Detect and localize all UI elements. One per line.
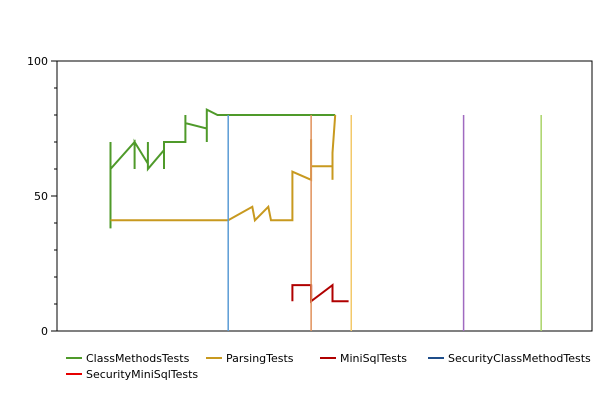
series-line-classmethodstests xyxy=(109,107,336,229)
legend-label: SecurityMiniSqlTests xyxy=(86,368,198,381)
y-tick-label: 50 xyxy=(34,190,48,203)
y-axis: 0 50 100 xyxy=(27,55,57,338)
series-line-parsingtests xyxy=(110,114,337,223)
series-line-minisqltests xyxy=(291,283,349,304)
legend-label: ClassMethodsTests xyxy=(86,352,190,365)
legend-label: MiniSqlTests xyxy=(340,352,407,365)
y-tick-label: 0 xyxy=(41,325,48,338)
legend: ClassMethodsTests ParsingTests MiniSqlTest… xyxy=(66,352,591,381)
series-layer xyxy=(109,107,349,304)
legend-label: ParsingTests xyxy=(226,352,294,365)
vertical-lines xyxy=(227,115,542,331)
legend-label: SecurityClassMethodTests xyxy=(448,352,591,365)
y-tick-label: 100 xyxy=(27,55,48,68)
